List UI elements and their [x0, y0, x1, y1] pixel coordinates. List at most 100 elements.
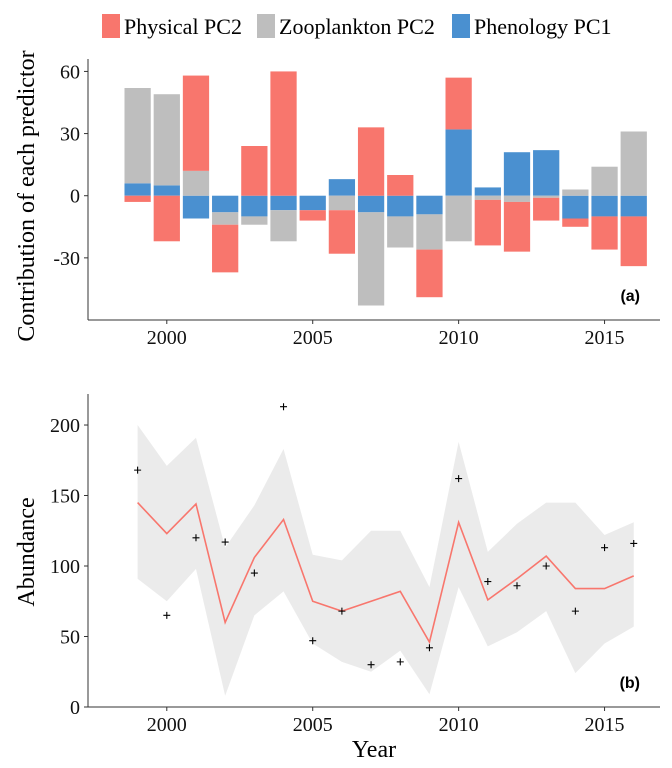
panel-b-ytick-label: 50 [60, 627, 80, 649]
observed-point-2015 [601, 544, 609, 552]
panel-a-xtick-label: 2010 [439, 327, 479, 349]
legend-label-physical: Physical PC2 [124, 14, 242, 39]
observed-point-2009 [425, 644, 433, 652]
bar-phenology-pc1-2005 [299, 195, 326, 211]
observed-point-2001 [192, 534, 200, 542]
observed-point-2002 [221, 538, 229, 546]
observed-point-2000 [163, 611, 171, 619]
bar-physical-pc2-2010 [445, 77, 472, 130]
panel-b-xtick-label: 2015 [585, 714, 625, 736]
bar-physical-pc2-2002 [212, 224, 239, 273]
bar-physical-pc2-2016 [620, 216, 647, 267]
bar-zooplankton-pc2-2013 [533, 195, 560, 198]
bar-physical-pc2-1999 [124, 195, 151, 202]
legend: Physical PC2 Zooplankton PC2 Phenology P… [102, 14, 612, 39]
bar-phenology-pc1-2008 [387, 195, 414, 217]
legend-swatch-phenology [452, 14, 470, 38]
confidence-ribbon [137, 425, 634, 696]
observed-point-2016 [630, 539, 638, 547]
bar-physical-pc2-2007 [357, 127, 385, 196]
panel-b-xlabel: Year [352, 737, 396, 763]
bar-phenology-pc1-2002 [212, 195, 239, 213]
bar-zooplankton-pc2-2006 [328, 195, 356, 211]
panel-b-ylabel: Abundance [14, 497, 40, 606]
bar-physical-pc2-2011 [474, 199, 501, 246]
bar-phenology-pc1-2010 [445, 129, 472, 196]
bar-physical-pc2-2008 [387, 175, 414, 196]
bar-zooplankton-pc2-2003 [241, 216, 268, 225]
panel-b-plot [134, 403, 638, 696]
bar-physical-pc2-2012 [503, 201, 531, 252]
bar-physical-pc2-2003 [241, 146, 268, 196]
bar-phenology-pc1-1999 [124, 183, 151, 196]
bar-physical-pc2-2009 [416, 249, 443, 298]
legend-item-phenology: Phenology PC1 [452, 14, 612, 39]
observed-point-1999 [134, 466, 142, 474]
bar-physical-pc2-2014 [562, 218, 589, 227]
bar-phenology-pc1-2007 [357, 195, 385, 213]
panel-a-bars [124, 71, 647, 306]
bar-phenology-pc1-2014 [562, 195, 589, 219]
panel-b-ytick-label: 200 [50, 415, 80, 437]
panel-a-ytick-label: 0 [70, 186, 80, 208]
panel-a-ytick-label: 30 [60, 124, 80, 146]
bar-zooplankton-pc2-2016 [620, 131, 647, 196]
panel-b-xtick-label: 2000 [147, 714, 187, 736]
observed-point-2008 [396, 658, 404, 666]
observed-point-2010 [455, 475, 463, 483]
observed-point-2012 [513, 582, 521, 590]
legend-item-physical: Physical PC2 [102, 14, 242, 39]
bar-phenology-pc1-2012 [503, 152, 531, 196]
bar-phenology-pc1-2004 [270, 195, 297, 211]
bar-phenology-pc1-2003 [241, 195, 268, 217]
bar-zooplankton-pc2-2004 [270, 210, 297, 242]
legend-label-phenology: Phenology PC1 [474, 14, 612, 39]
bar-physical-pc2-2004 [270, 71, 297, 196]
bar-zooplankton-pc2-2012 [503, 195, 531, 202]
panel-b-ytick-label: 150 [50, 486, 80, 508]
panel-a-x-axis: 2000 2005 2010 2015 [147, 320, 625, 349]
panel-b-xtick-label: 2005 [293, 714, 333, 736]
bar-physical-pc2-2006 [328, 210, 356, 254]
fitted-line [137, 502, 635, 645]
panel-b-xtick-label: 2010 [439, 714, 479, 736]
bar-physical-pc2-2001 [182, 75, 210, 171]
observed-point-2004 [280, 403, 288, 411]
bar-physical-pc2-2015 [591, 216, 618, 250]
bar-zooplankton-pc2-2000 [153, 94, 180, 186]
bar-zooplankton-pc2-1999 [124, 88, 151, 184]
panel-a-ytick-label: 60 [60, 61, 80, 83]
panel-a-ytick-label: -30 [53, 248, 80, 270]
bar-phenology-pc1-2006 [328, 179, 356, 196]
legend-item-zooplankton: Zooplankton PC2 [257, 14, 435, 39]
panel-a: Contribution of each predictor -3003060 … [14, 50, 660, 349]
bar-phenology-pc1-2000 [153, 185, 180, 196]
bar-zooplankton-pc2-2002 [212, 212, 239, 225]
panel-a-ylabel: Contribution of each predictor [14, 50, 40, 341]
panel-a-xtick-label: 2005 [293, 327, 333, 349]
bar-zooplankton-pc2-2009 [416, 214, 443, 250]
legend-swatch-zooplankton [257, 14, 275, 38]
panel-a-xtick-label: 2000 [147, 327, 187, 349]
panel-b-y-axis: 0 50 100 150 200 [50, 415, 88, 719]
bar-phenology-pc1-2011 [474, 187, 501, 196]
observed-point-2014 [571, 607, 579, 615]
panel-b-ytick-label: 0 [70, 697, 80, 719]
bar-zooplankton-pc2-2001 [182, 170, 210, 196]
panel-b-ytick-label: 100 [50, 556, 80, 578]
bar-zooplankton-pc2-2014 [562, 189, 589, 196]
panel-a-y-axis: -30 0 30 60 [53, 61, 88, 270]
observed-point-2007 [367, 661, 375, 669]
bar-phenology-pc1-2009 [416, 195, 443, 215]
panel-a-label: (a) [620, 288, 640, 305]
bar-phenology-pc1-2015 [591, 195, 618, 217]
legend-label-zooplankton: Zooplankton PC2 [279, 14, 435, 39]
bar-zooplankton-pc2-2015 [591, 166, 618, 196]
bar-zooplankton-pc2-2010 [445, 195, 472, 242]
bar-zooplankton-pc2-2008 [387, 216, 414, 248]
legend-swatch-physical [102, 14, 120, 38]
bar-phenology-pc1-2013 [533, 150, 560, 196]
bar-phenology-pc1-2001 [182, 195, 210, 219]
